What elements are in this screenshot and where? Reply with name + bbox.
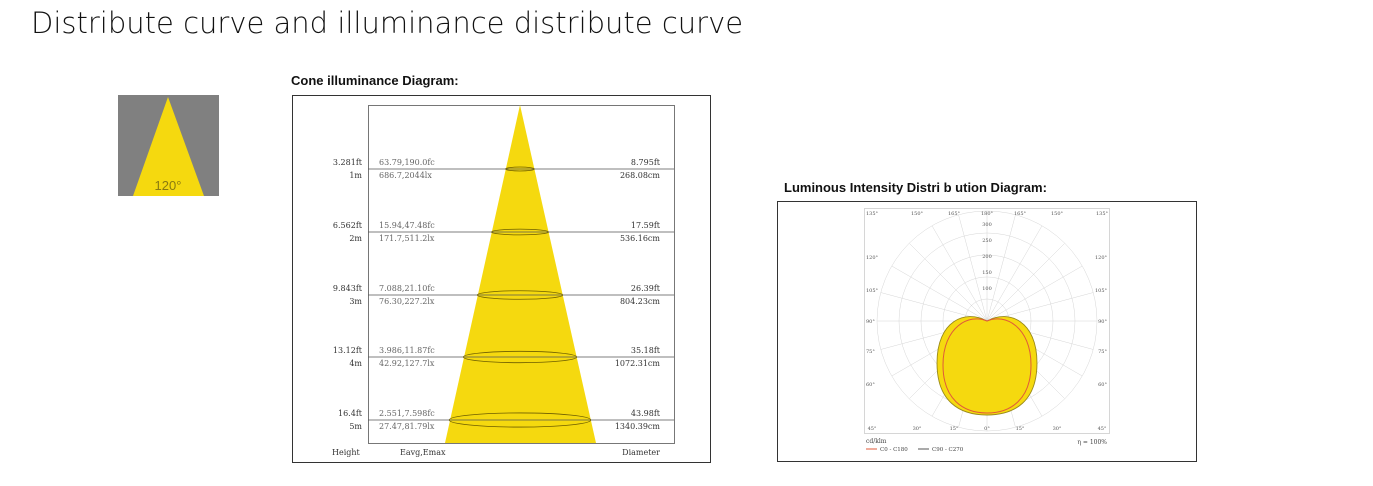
legend-c90-label: C90 - C270: [932, 447, 964, 453]
eavg-fc-label: 15.94,47.48fc: [379, 221, 435, 230]
radial-value-label: 150: [982, 270, 992, 276]
right-angle-label: 60°: [1098, 382, 1107, 388]
light-cone: [445, 105, 596, 443]
height-ft-label: 16.4ft: [338, 409, 363, 418]
top-angle-label: 150°: [1051, 211, 1064, 217]
polar-grid-spoke: [909, 243, 988, 322]
diameter-cm-label: 1340.39cm: [615, 422, 661, 431]
height-ft-label: 13.12ft: [333, 346, 363, 355]
height-m-label: 3m: [349, 297, 362, 306]
footer-eavg-label: Eavg,Emax: [400, 448, 446, 457]
eavg-lx-label: 27.47,81.79lx: [379, 422, 435, 431]
height-m-label: 2m: [349, 234, 362, 243]
cone-section-ellipse: [462, 350, 578, 364]
diameter-cm-label: 268.08cm: [620, 171, 660, 180]
left-angle-label: 75°: [866, 349, 875, 355]
polar-unit-label: cd/klm: [866, 438, 887, 445]
top-angle-label: 165°: [948, 211, 961, 217]
radial-value-label: 300: [982, 222, 992, 228]
eavg-fc-label: 63.79,190.0fc: [379, 158, 435, 167]
beam-angle-label: 120°: [155, 178, 182, 193]
polar-grid-spoke: [986, 265, 1083, 322]
cone-section-ellipse: [448, 412, 592, 428]
top-angle-label: 150°: [911, 211, 924, 217]
eavg-lx-label: 686.7,2044lx: [379, 171, 432, 180]
bottom-angle-label: 0°: [984, 426, 990, 432]
diameter-ft-label: 17.59ft: [631, 221, 661, 230]
height-ft-label: 6.562ft: [333, 221, 363, 230]
footer-height-label: Height: [332, 448, 361, 457]
height-ft-label: 9.843ft: [333, 284, 363, 293]
left-angle-label: 90°: [866, 319, 875, 325]
top-angle-label: 135°: [866, 211, 879, 217]
diameter-ft-label: 8.795ft: [631, 158, 661, 167]
polar-grid-spoke: [891, 265, 988, 322]
polar-grid-spoke: [958, 214, 988, 322]
page-title: Distribute curve and illuminance distrib…: [31, 6, 744, 40]
diameter-ft-label: 35.18ft: [631, 346, 661, 355]
height-m-label: 4m: [349, 359, 362, 368]
diameter-cm-label: 804.23cm: [620, 297, 660, 306]
curve-c0-c180: [942, 318, 1032, 414]
cone-section-ellipse: [476, 290, 564, 300]
cone-section-ellipse: [505, 166, 535, 172]
bottom-angle-label: 15°: [1016, 426, 1025, 432]
bottom-angle-label: 15°: [950, 426, 959, 432]
beam-icon-cone: [133, 97, 204, 196]
eavg-lx-label: 76.30,227.2lx: [379, 297, 435, 306]
polar-diagram-heading: Luminous Intensity Distri b ution Diagra…: [784, 180, 1047, 195]
cone-illuminance-diagram: 3.281ft 1m 63.79,190.0fc 686.7,2044lx 8.795f…: [292, 95, 711, 463]
polar-grid-spoke: [986, 225, 1043, 322]
bottom-angle-label: 45°: [868, 426, 877, 432]
diameter-cm-label: 536.16cm: [620, 234, 660, 243]
bottom-angle-label: 30°: [1053, 426, 1062, 432]
eavg-fc-label: 2.551,7.598fc: [379, 409, 435, 418]
right-angle-label: 90°: [1098, 319, 1107, 325]
diameter-cm-label: 1072.31cm: [615, 359, 661, 368]
polar-inner-frame: [864, 208, 1110, 434]
right-angle-label: 105°: [1095, 288, 1108, 294]
radial-value-label: 200: [982, 254, 992, 260]
diameter-ft-label: 26.39ft: [631, 284, 661, 293]
left-angle-label: 105°: [866, 288, 879, 294]
cone-inner-frame: [368, 105, 675, 444]
bottom-angle-label: 45°: [1098, 426, 1107, 432]
left-angle-label: 60°: [866, 382, 875, 388]
cone-diagram-heading: Cone illuminance Diagram:: [291, 73, 459, 88]
eavg-fc-label: 3.986,11.87fc: [379, 346, 435, 355]
right-angle-label: 75°: [1098, 349, 1107, 355]
polar-grid-spoke: [986, 214, 1016, 322]
polar-grid-spoke: [986, 243, 1065, 322]
polar-efficiency-label: η = 100%: [1077, 439, 1107, 446]
height-m-label: 1m: [349, 171, 362, 180]
height-ft-label: 3.281ft: [333, 158, 363, 167]
footer-diameter-label: Diameter: [622, 448, 660, 457]
left-angle-label: 120°: [866, 255, 879, 261]
polar-grid-spoke: [931, 225, 988, 322]
top-angle-label: 165°: [1014, 211, 1027, 217]
top-angle-label: 180°: [981, 211, 994, 217]
right-angle-label: 120°: [1095, 255, 1108, 261]
radial-value-label: 250: [982, 238, 992, 244]
cone-section-ellipse: [491, 228, 549, 236]
luminous-intensity-diagram: 135° 150° 165° 180° 165° 150° 135° 45° 30° 15° 0° 1…: [777, 201, 1197, 462]
curve-c90-c270: [936, 316, 1038, 416]
eavg-lx-label: 171.7,511.2lx: [379, 234, 435, 243]
radial-value-label: 100: [982, 286, 992, 292]
eavg-fc-label: 7.088,21.10fc: [379, 284, 435, 293]
legend-c0-label: C0 - C180: [880, 447, 908, 453]
height-m-label: 5m: [349, 422, 362, 431]
eavg-lx-label: 42.92,127.7lx: [379, 359, 435, 368]
beam-angle-icon: 120°: [118, 95, 219, 196]
top-angle-label: 135°: [1096, 211, 1109, 217]
diameter-ft-label: 43.98ft: [631, 409, 661, 418]
bottom-angle-label: 30°: [913, 426, 922, 432]
